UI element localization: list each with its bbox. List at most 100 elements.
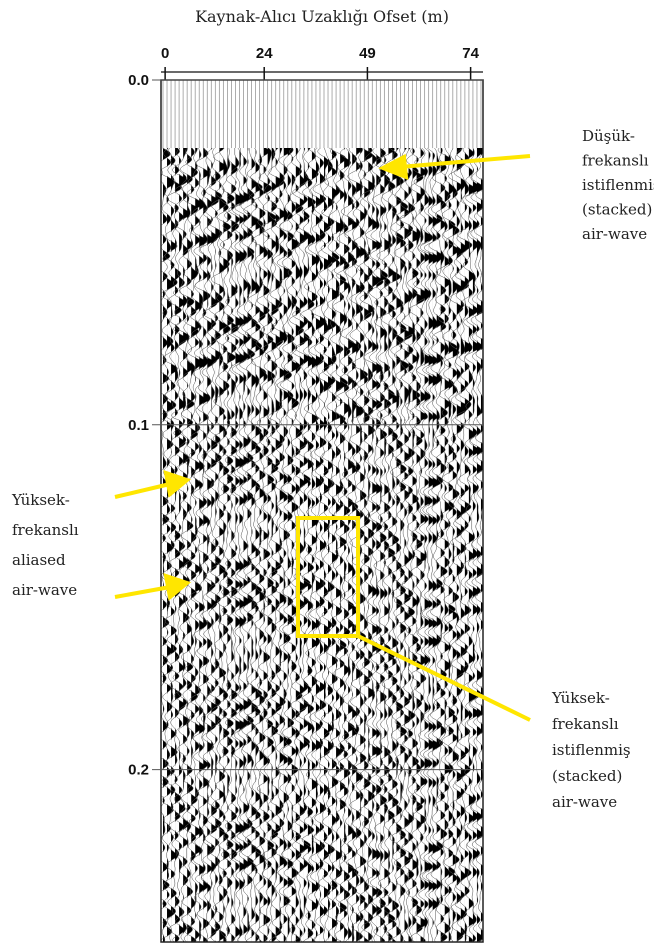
trace-fill [319,148,327,942]
trace-line [419,147,436,942]
plot-frame [160,79,484,943]
annotation-line: air-wave [582,225,647,243]
trace-line [460,147,477,942]
trace-line [356,147,373,942]
trace-line [220,147,236,942]
trace-line [344,147,361,942]
trace-line [198,147,215,942]
trace-fill [207,148,214,942]
trace-line [413,147,430,942]
trace-line [474,152,483,942]
trace-fill [448,148,457,942]
trace-fill [255,148,264,942]
annotation-line: Yüksek- [551,689,610,707]
trace-line [300,147,317,942]
trace-fill [243,148,251,942]
trace-fill [392,148,401,942]
annotation-line: air-wave [12,581,77,599]
annotation-line: frekanslı [582,152,649,170]
trace-fill [384,148,392,942]
trace-fill [235,148,244,942]
trace-line [336,147,351,942]
chart-title: Kaynak-Alıcı Uzaklığı Ofset (m) [195,7,449,26]
trace-line [192,147,208,942]
trace-fill [452,148,460,942]
trace-fill [263,148,272,942]
trace-line [372,147,389,942]
trace-fill [195,148,202,942]
trace-fill [336,148,345,942]
arrows [114,153,531,722]
trace-fill [315,148,324,942]
trace-line [294,147,311,942]
trace-fill [400,148,409,942]
trace-line [339,147,355,942]
arrowhead [163,470,192,498]
trace-line [324,147,341,942]
trace-line [210,147,227,942]
trace-fill [219,148,227,942]
trace-line [194,147,211,942]
trace-line [457,147,473,942]
trace-line [278,147,295,942]
trace-fill [267,148,277,942]
trace-line [183,147,199,942]
pointer-line [357,634,531,722]
trace-fill [328,148,337,942]
trace-line [376,147,393,942]
trace-fill [460,148,469,942]
trace-fill [291,148,301,942]
trace-line [347,147,365,942]
trace-line [415,147,433,942]
y-tick-label: 0.2 [128,762,149,779]
trace-line [351,147,369,942]
trace-line [448,147,466,942]
trace-line [307,147,324,942]
trace-fill [364,148,373,942]
trace-fill [476,148,483,942]
trace-fill [412,148,421,942]
trace-line [432,147,448,942]
annotation-line: Yüksek- [11,491,70,509]
annotation-line: (stacked) [582,201,652,219]
arrowhead [378,153,409,181]
trace-fill [436,148,444,942]
trace-line [359,147,376,942]
trace-line [287,147,305,942]
trace-fill [259,148,267,942]
seismic-traces [161,80,483,942]
trace-line [231,147,247,942]
trace-fill [456,148,466,942]
trace-fill [239,148,247,942]
trace-fill [311,148,319,942]
annotation-line: frekanslı [552,715,619,733]
y-tick-label: 0.1 [128,417,149,434]
trace-fill [191,148,199,942]
y-tick-label: 0.0 [128,72,149,89]
trace-line [396,147,413,942]
trace-fill [324,148,333,942]
annotation-line: frekanslı [12,521,79,539]
trace-fill [480,148,483,942]
trace-fill [187,148,195,942]
trace-fill [368,148,376,942]
trace-fill [283,148,293,942]
arrow [114,585,171,599]
trace-line [174,147,191,942]
trace-fill [211,148,219,942]
trace-fill [380,148,388,942]
trace-line [227,147,244,942]
annotation-line: istiflenmiş [582,176,654,194]
trace-fill [251,148,259,942]
trace-line [317,147,333,942]
arrowhead [163,573,192,601]
x-tick-label: 49 [359,45,376,62]
trace-fill [203,148,211,942]
trace-fill [275,148,285,942]
trace-fill [468,148,476,942]
trace-line [384,147,401,942]
trace-line [328,147,345,942]
trace-fill [340,148,348,942]
trace-fill [444,148,452,942]
